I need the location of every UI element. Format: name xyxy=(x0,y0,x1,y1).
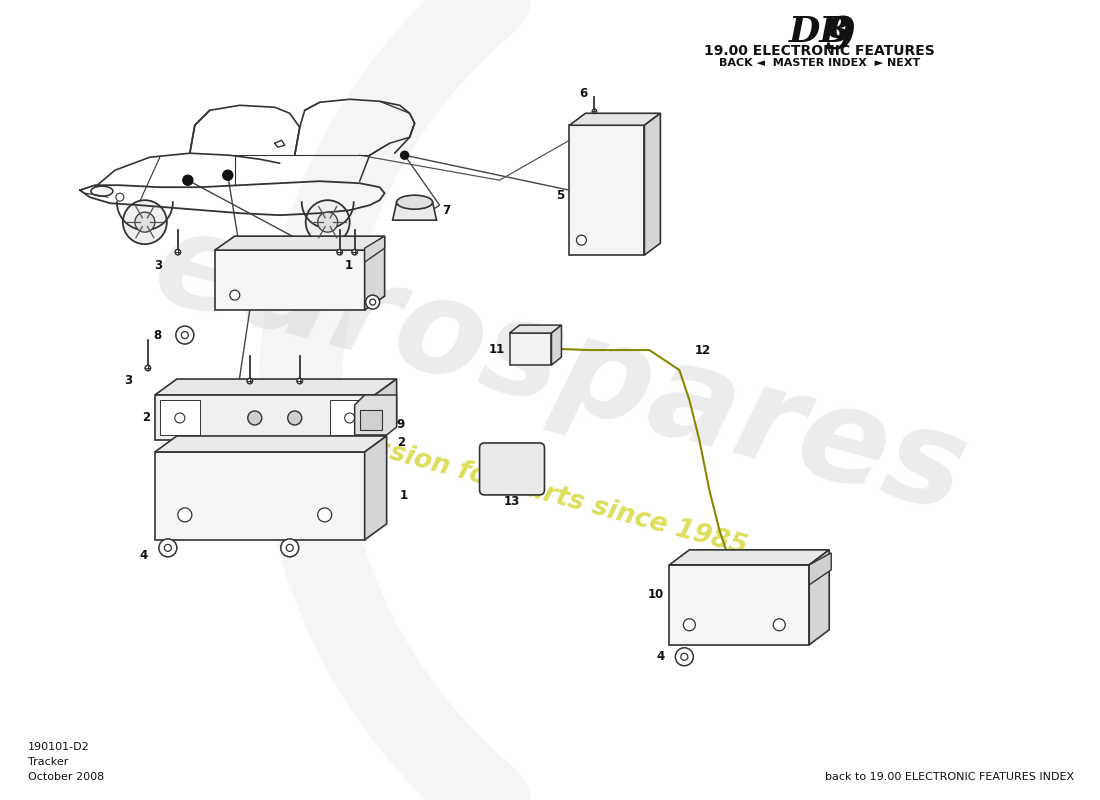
Circle shape xyxy=(365,295,380,309)
Polygon shape xyxy=(551,325,561,365)
FancyBboxPatch shape xyxy=(480,443,544,495)
Polygon shape xyxy=(645,114,660,255)
Polygon shape xyxy=(354,395,397,435)
Text: 9: 9 xyxy=(825,15,856,58)
Circle shape xyxy=(370,299,375,305)
Circle shape xyxy=(230,290,240,300)
Text: back to 19.00 ELECTRONIC FEATURES INDEX: back to 19.00 ELECTRONIC FEATURES INDEX xyxy=(825,772,1074,782)
Text: 9: 9 xyxy=(397,418,405,431)
Polygon shape xyxy=(365,236,385,262)
Circle shape xyxy=(183,175,192,186)
Text: 11: 11 xyxy=(488,342,505,355)
Circle shape xyxy=(182,331,188,338)
Text: 13: 13 xyxy=(504,495,519,509)
Circle shape xyxy=(297,378,302,384)
Circle shape xyxy=(178,508,191,522)
Text: 6: 6 xyxy=(580,86,587,100)
Text: 12: 12 xyxy=(694,343,711,357)
Circle shape xyxy=(223,170,233,180)
Circle shape xyxy=(683,618,695,630)
Text: eurospares: eurospares xyxy=(140,201,979,539)
Circle shape xyxy=(337,250,342,255)
Circle shape xyxy=(116,193,124,201)
Circle shape xyxy=(681,654,688,660)
Circle shape xyxy=(135,212,155,232)
Text: 4: 4 xyxy=(656,650,664,663)
Circle shape xyxy=(175,250,180,255)
Polygon shape xyxy=(509,325,561,333)
Circle shape xyxy=(145,366,151,370)
Text: 8: 8 xyxy=(154,329,162,342)
Circle shape xyxy=(592,109,596,114)
Polygon shape xyxy=(570,126,645,255)
Circle shape xyxy=(248,411,262,425)
Text: 3: 3 xyxy=(154,258,162,272)
Circle shape xyxy=(286,544,294,551)
Polygon shape xyxy=(375,379,397,440)
Text: 2: 2 xyxy=(142,411,150,425)
Polygon shape xyxy=(214,250,365,310)
Text: DB: DB xyxy=(790,15,851,50)
Circle shape xyxy=(280,539,299,557)
Text: 1: 1 xyxy=(344,258,353,272)
Text: BACK ◄  MASTER INDEX  ► NEXT: BACK ◄ MASTER INDEX ► NEXT xyxy=(718,58,920,68)
Text: 10: 10 xyxy=(648,588,664,602)
Text: 2: 2 xyxy=(397,437,405,450)
Text: 190101-D2
Tracker
October 2008: 190101-D2 Tracker October 2008 xyxy=(28,742,105,782)
Circle shape xyxy=(176,326,194,344)
Circle shape xyxy=(675,648,693,666)
Polygon shape xyxy=(810,553,832,585)
Polygon shape xyxy=(670,550,829,565)
Polygon shape xyxy=(330,400,370,435)
Polygon shape xyxy=(155,395,375,440)
Circle shape xyxy=(164,544,172,551)
Polygon shape xyxy=(670,565,810,645)
Polygon shape xyxy=(365,436,386,540)
Ellipse shape xyxy=(91,186,113,196)
Polygon shape xyxy=(365,236,385,310)
Polygon shape xyxy=(393,202,437,220)
Circle shape xyxy=(123,200,167,244)
Text: 4: 4 xyxy=(140,550,147,562)
Circle shape xyxy=(352,250,358,255)
Circle shape xyxy=(288,411,301,425)
Text: 7: 7 xyxy=(442,204,451,217)
Polygon shape xyxy=(570,114,660,126)
Circle shape xyxy=(248,378,253,384)
Circle shape xyxy=(306,200,350,244)
Polygon shape xyxy=(509,333,551,365)
Text: 19.00 ELECTRONIC FEATURES: 19.00 ELECTRONIC FEATURES xyxy=(704,44,935,58)
Circle shape xyxy=(400,151,408,159)
Circle shape xyxy=(318,212,338,232)
Text: 5: 5 xyxy=(557,189,564,202)
Circle shape xyxy=(344,413,354,423)
Text: 3: 3 xyxy=(124,374,132,386)
Polygon shape xyxy=(155,379,397,395)
Circle shape xyxy=(158,539,177,557)
Circle shape xyxy=(175,413,185,423)
Polygon shape xyxy=(155,452,365,540)
Circle shape xyxy=(773,618,785,630)
Polygon shape xyxy=(214,236,385,250)
Polygon shape xyxy=(155,436,386,452)
Polygon shape xyxy=(810,550,829,645)
Polygon shape xyxy=(360,410,382,430)
Ellipse shape xyxy=(397,195,432,209)
Text: a passion for parts since 1985: a passion for parts since 1985 xyxy=(309,419,749,561)
Text: 1: 1 xyxy=(399,490,408,502)
Circle shape xyxy=(318,508,332,522)
Circle shape xyxy=(576,235,586,245)
Polygon shape xyxy=(160,400,200,435)
